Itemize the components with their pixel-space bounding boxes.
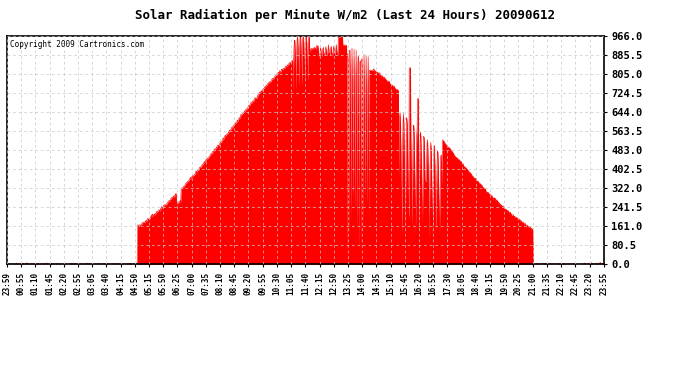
Text: Solar Radiation per Minute W/m2 (Last 24 Hours) 20090612: Solar Radiation per Minute W/m2 (Last 24… bbox=[135, 9, 555, 22]
Text: Copyright 2009 Cartronics.com: Copyright 2009 Cartronics.com bbox=[10, 40, 144, 49]
